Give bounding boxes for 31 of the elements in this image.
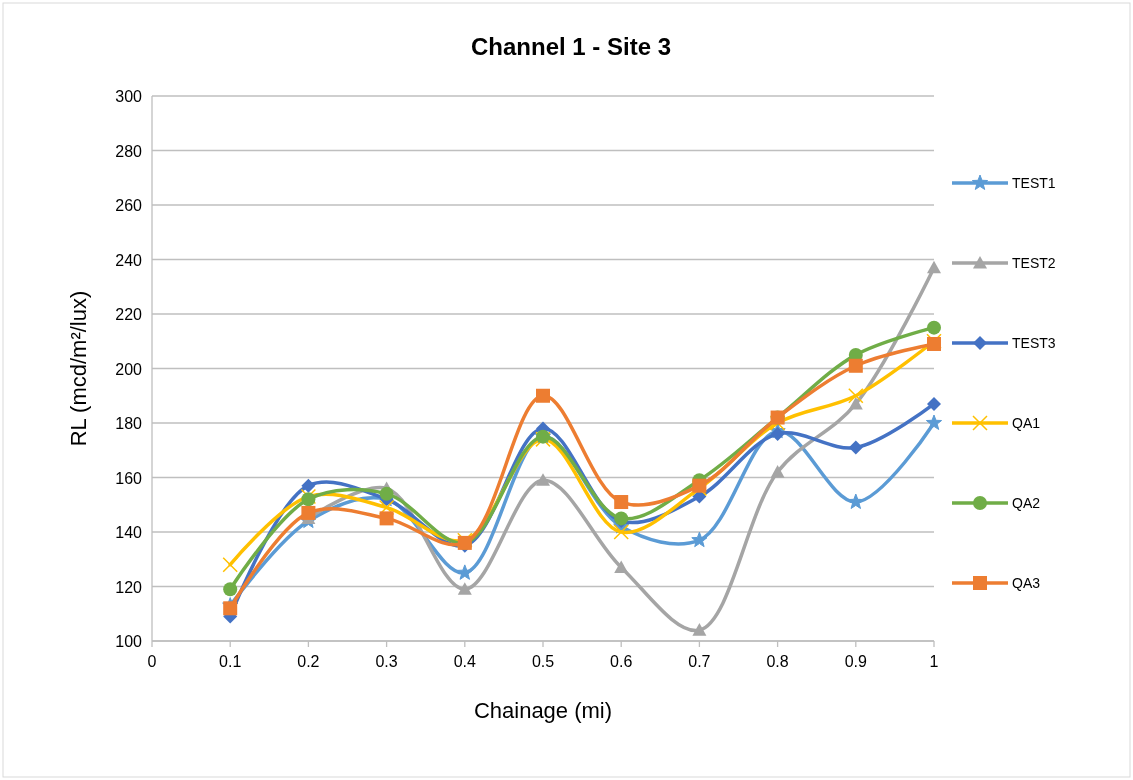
x-tick-label: 0.8: [766, 653, 789, 670]
y-tick-label: 280: [115, 142, 143, 160]
x-tick-label: 0: [147, 653, 157, 670]
y-tick-label: 200: [115, 360, 143, 378]
legend-label: TEST1: [1012, 175, 1056, 191]
y-tick-label: 260: [115, 197, 143, 214]
y-tick-label: 240: [115, 251, 143, 269]
legend-label: TEST3: [1012, 335, 1056, 351]
legend-label: QA2: [1012, 495, 1041, 511]
legend-label: QA3: [1012, 575, 1041, 591]
x-tick-label: 0.3: [375, 653, 398, 670]
y-tick-label: 180: [115, 415, 143, 432]
chart-title: Channel 1 - Site 3: [470, 33, 672, 60]
y-axis-title: RL (mcd/m²/lux): [66, 290, 91, 447]
y-tick-label: 300: [115, 88, 143, 105]
x-tick-label: 0.5: [531, 653, 555, 670]
x-tick-label: 1: [929, 653, 939, 670]
y-tick-label: 220: [115, 306, 143, 323]
x-tick-label: 0.7: [688, 653, 711, 670]
y-tick-label: 100: [115, 633, 143, 650]
x-tick-label: 0.1: [219, 653, 242, 670]
y-tick-label: 120: [115, 578, 143, 596]
x-tick-label: 0.2: [297, 653, 320, 670]
legend-label: TEST2: [1012, 255, 1056, 271]
x-tick-label: 0.9: [844, 653, 868, 670]
x-axis-title: Chainage (mi): [473, 698, 613, 723]
x-tick-label: 0.4: [453, 653, 477, 670]
legend-label: QA1: [1012, 415, 1041, 431]
y-tick-label: 140: [115, 524, 143, 541]
y-tick-label: 160: [115, 469, 143, 487]
x-tick-label: 0.6: [610, 653, 633, 670]
